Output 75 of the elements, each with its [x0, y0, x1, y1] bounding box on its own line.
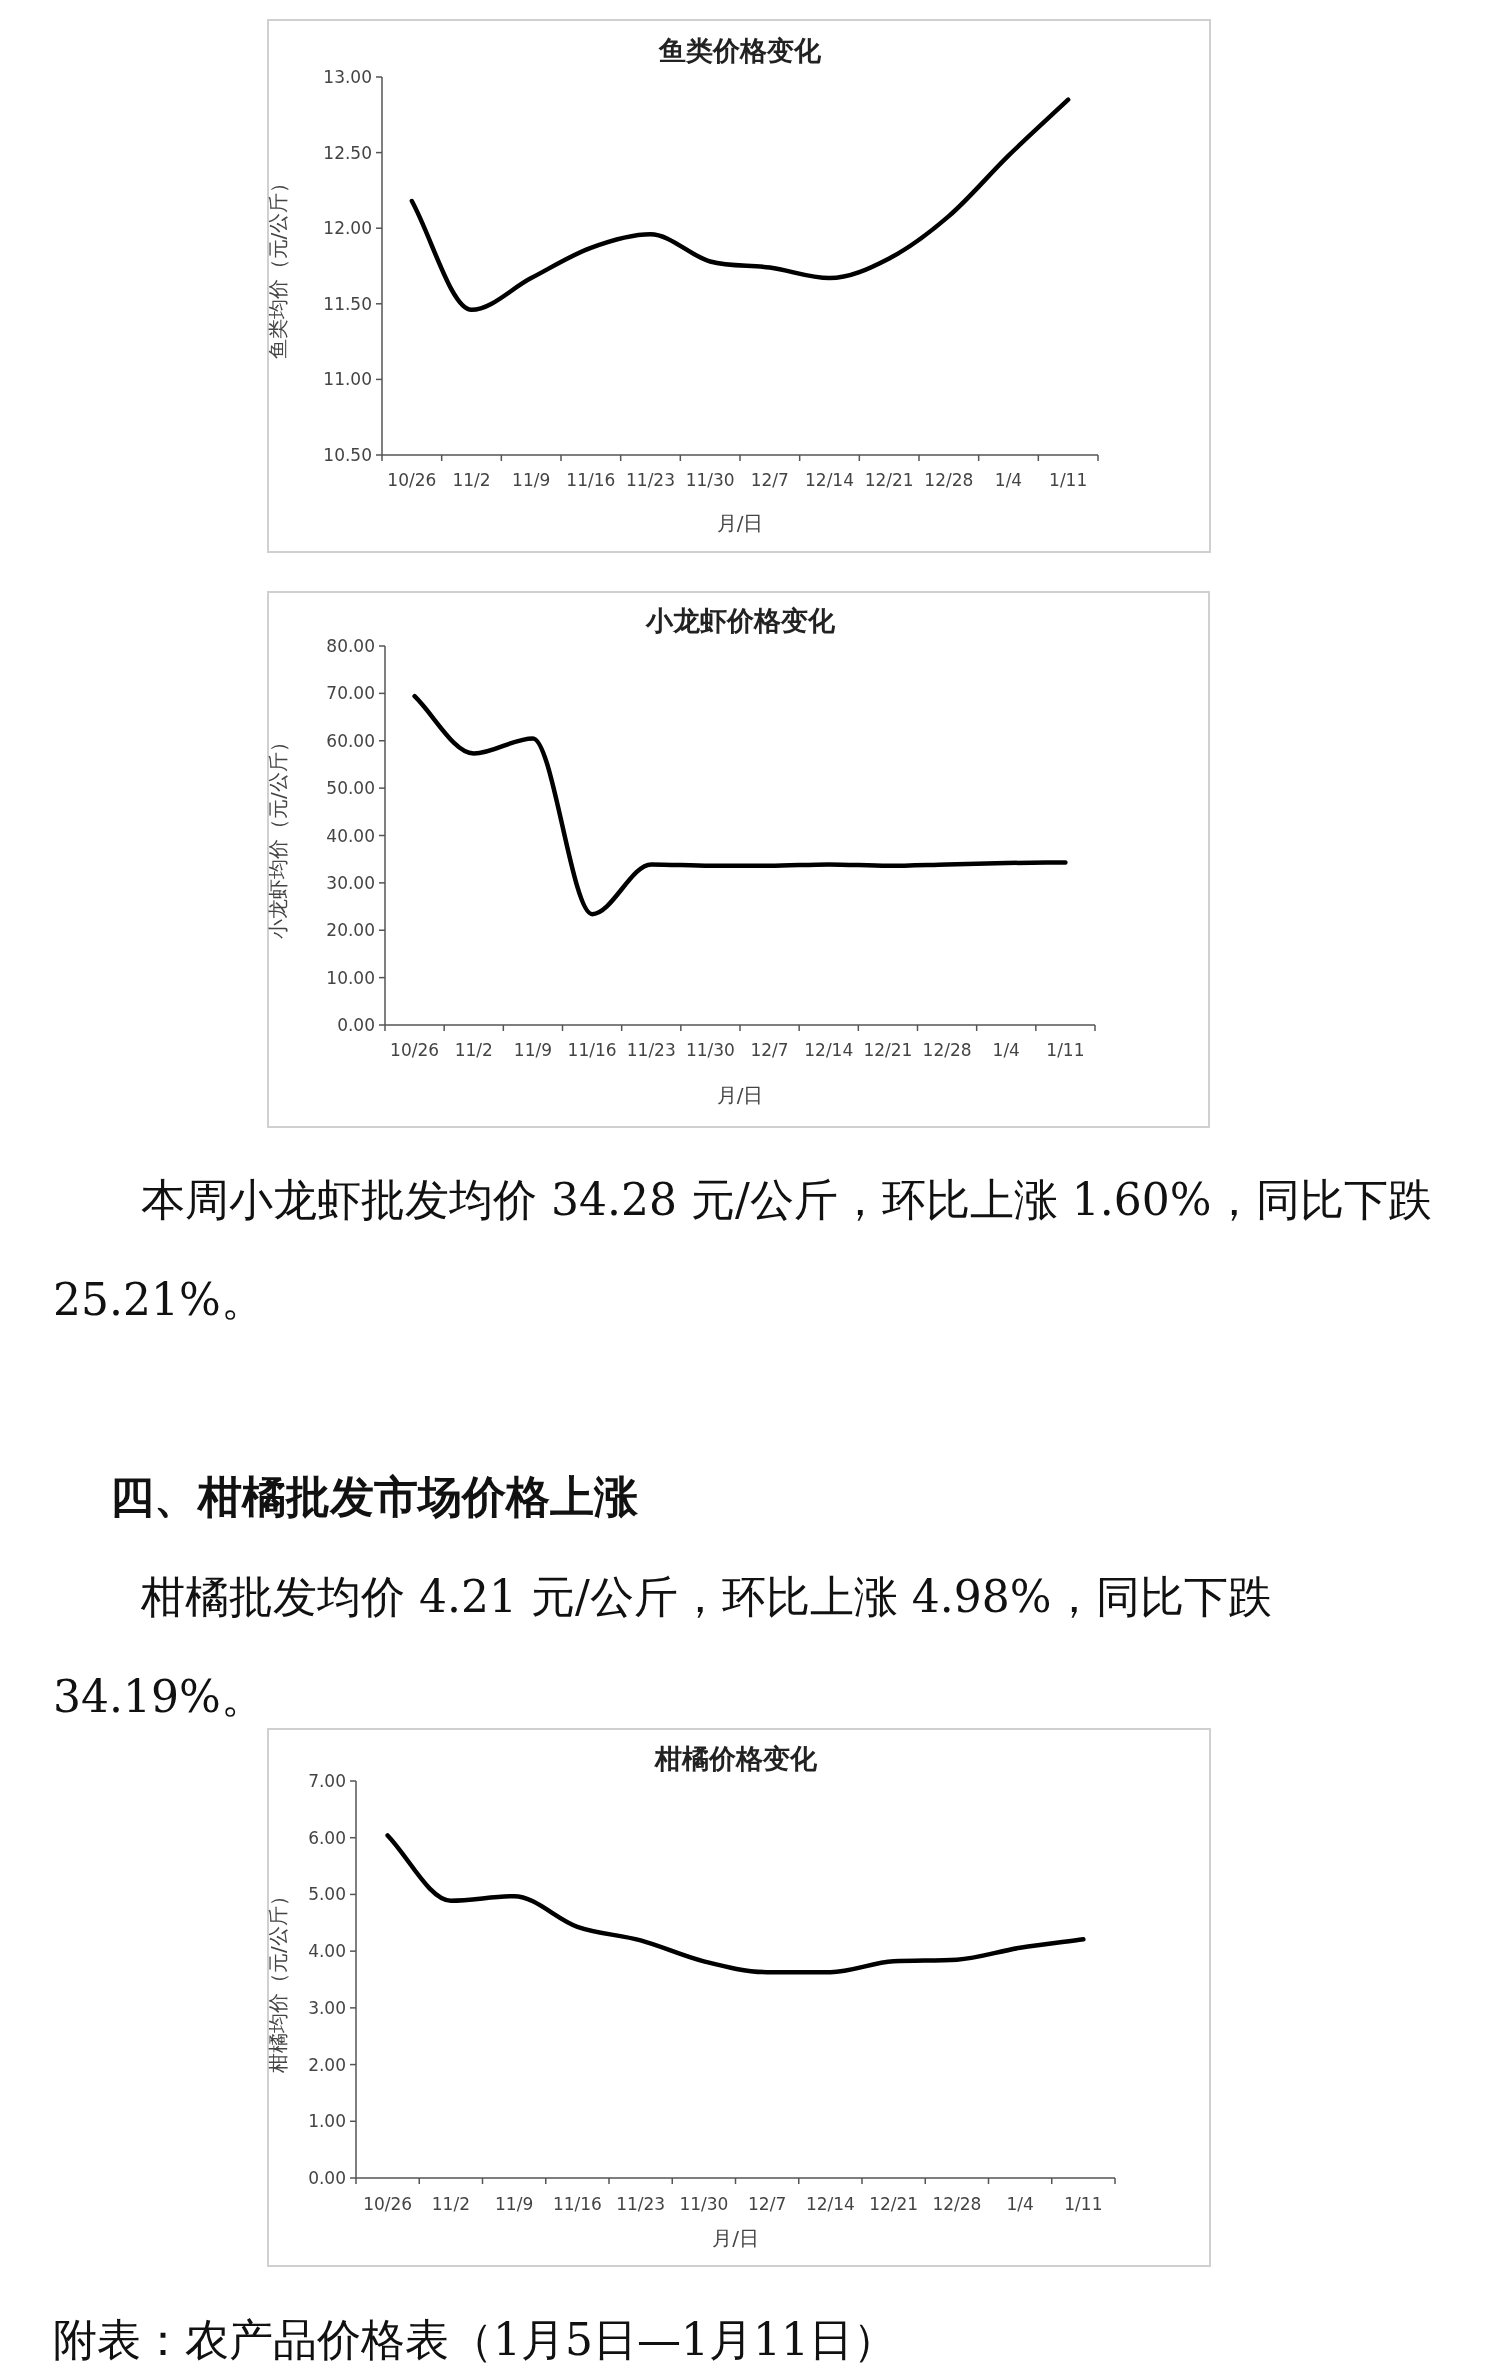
x-tick-label: 10/26	[363, 2194, 413, 2214]
x-tick-label: 11/16	[567, 1040, 617, 1060]
y-tick-label: 60.00	[326, 730, 375, 751]
y-tick-label: 3.00	[308, 1997, 346, 2018]
x-tick-label: 12/21	[864, 470, 914, 490]
x-axis-title: 月/日	[716, 511, 764, 535]
chart-title: 柑橘价格变化	[653, 1743, 818, 1774]
y-axis-title: 小龙虾均价（元/公斤）	[266, 732, 290, 939]
x-tick-label: 1/11	[1046, 1040, 1085, 1060]
x-tick-label: 11/16	[552, 2194, 602, 2214]
x-tick-label: 11/9	[512, 470, 551, 490]
x-tick-label: 10/26	[390, 1040, 440, 1060]
x-tick-label: 11/9	[513, 1040, 553, 1060]
x-tick-label: 11/2	[452, 470, 491, 490]
x-axis-title: 月/日	[712, 2226, 759, 2250]
y-tick-label: 1.00	[308, 2111, 346, 2132]
y-tick-label: 50.00	[326, 778, 375, 799]
y-tick-label: 40.00	[326, 825, 375, 846]
text: 本周小龙虾批发均价 34.28 元/公斤，环比上涨 1.60%，同比下跌 25.21%。	[53, 1173, 1433, 1327]
x-tick-label: 12/28	[924, 470, 974, 490]
y-tick-label: 10.00	[326, 967, 375, 988]
y-tick-label: 2.00	[308, 2054, 346, 2075]
x-tick-label: 11/16	[566, 470, 616, 490]
y-tick-label: 0.00	[337, 1015, 375, 1035]
y-tick-label: 10.50	[323, 445, 372, 465]
y-tick-label: 12.50	[323, 142, 372, 163]
text: 柑橘批发均价 4.21 元/公斤，环比上涨 4.98%，同比下跌 34.19%。	[53, 1571, 1272, 1722]
x-tick-label: 12/28	[932, 2194, 982, 2214]
y-tick-label: 7.00	[308, 1771, 346, 1791]
y-tick-label: 0.00	[308, 2168, 346, 2188]
line-series	[385, 1833, 1086, 1975]
y-tick-label: 11.00	[323, 369, 372, 390]
x-tick-label: 12/7	[750, 470, 789, 490]
y-tick-label: 4.00	[308, 1941, 346, 1962]
x-tick-label: 1/11	[1064, 2194, 1103, 2214]
x-tick-label: 11/30	[685, 1040, 735, 1060]
y-tick-label: 20.00	[326, 920, 375, 941]
x-tick-label: 12/7	[748, 2194, 787, 2214]
line-series	[409, 97, 1071, 313]
y-axis-title: 鱼类均价（元/公斤）	[266, 172, 290, 360]
y-tick-label: 12.00	[323, 218, 372, 239]
y-tick-label: 70.00	[326, 683, 375, 704]
text: 附表：农产品价格表（1月5日—1月11日）	[53, 2313, 898, 2367]
x-tick-label: 11/2	[454, 1040, 493, 1060]
y-tick-label: 5.00	[308, 1884, 346, 1905]
text: 四、柑橘批发市场价格上涨	[110, 1470, 639, 1524]
x-tick-label: 1/11	[1049, 470, 1088, 490]
x-tick-label: 11/30	[685, 470, 735, 490]
x-tick-label: 1/4	[994, 470, 1023, 490]
x-tick-label: 11/9	[495, 2194, 534, 2214]
x-tick-label: 12/14	[805, 470, 854, 490]
x-tick-label: 12/7	[750, 1040, 789, 1060]
x-tick-label: 11/30	[679, 2194, 729, 2214]
y-axis-title: 柑橘均价（元/公斤）	[266, 1886, 290, 2074]
x-tick-label: 11/2	[431, 2194, 470, 2214]
chart-title: 鱼类价格变化	[658, 35, 822, 66]
x-tick-label: 1/4	[992, 1040, 1020, 1060]
chart-title: 小龙虾价格变化	[644, 605, 836, 636]
x-tick-label: 11/23	[616, 2194, 666, 2214]
x-tick-label: 11/23	[626, 1040, 676, 1060]
y-tick-label: 30.00	[326, 872, 375, 893]
y-tick-label: 80.00	[326, 636, 375, 656]
x-tick-label: 1/4	[1006, 2194, 1034, 2214]
x-tick-label: 12/28	[922, 1040, 972, 1060]
x-tick-label: 12/21	[869, 2194, 919, 2214]
x-tick-label: 12/21	[863, 1040, 913, 1060]
line-series	[412, 693, 1068, 917]
x-axis-title: 月/日	[716, 1083, 764, 1107]
y-tick-label: 13.00	[323, 67, 372, 87]
x-tick-label: 10/26	[387, 470, 437, 490]
x-tick-label: 11/23	[626, 470, 675, 490]
x-tick-label: 12/14	[804, 1040, 854, 1060]
y-tick-label: 11.50	[323, 293, 372, 314]
x-tick-label: 12/14	[805, 2194, 855, 2214]
y-tick-label: 6.00	[308, 1827, 346, 1848]
